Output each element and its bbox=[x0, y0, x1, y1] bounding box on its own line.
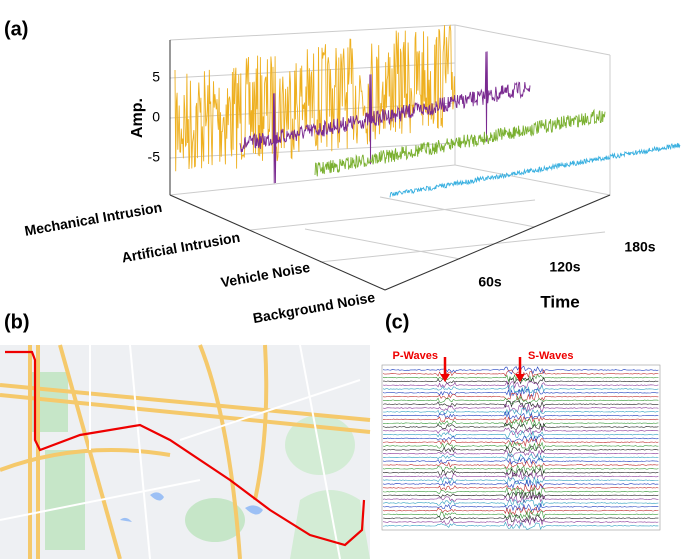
trace bbox=[382, 457, 659, 465]
panel-label: (c) bbox=[385, 311, 409, 333]
trace bbox=[382, 498, 659, 508]
category-axis bbox=[169, 194, 386, 291]
trace bbox=[314, 108, 606, 177]
trace bbox=[382, 434, 659, 444]
trace bbox=[383, 376, 659, 386]
category-label: Background Noise bbox=[252, 289, 377, 326]
trace bbox=[382, 506, 659, 516]
time-axis bbox=[384, 194, 611, 291]
y-tick-label: -5 bbox=[148, 149, 161, 165]
trace bbox=[382, 441, 659, 451]
trace bbox=[382, 448, 659, 459]
trace bbox=[383, 460, 659, 470]
trace bbox=[382, 392, 659, 401]
trace bbox=[382, 384, 659, 394]
category-label: Artificial Intrusion bbox=[120, 229, 241, 266]
y-axis-label: Amp. bbox=[129, 98, 146, 138]
trace bbox=[382, 464, 659, 474]
trace bbox=[382, 510, 659, 520]
trace bbox=[239, 51, 531, 184]
trace bbox=[382, 479, 659, 489]
trace bbox=[382, 490, 659, 500]
trace bbox=[382, 502, 659, 512]
annotation: P-Waves bbox=[393, 350, 438, 362]
panel-label: (a) bbox=[4, 18, 28, 40]
trace bbox=[382, 517, 659, 527]
y-tick-label: 0 bbox=[152, 109, 160, 125]
trace bbox=[382, 400, 659, 409]
x-axis-label: Time bbox=[540, 292, 579, 311]
trace bbox=[382, 418, 659, 429]
map bbox=[0, 344, 371, 559]
y-tick-label: 5 bbox=[152, 69, 160, 85]
trace bbox=[382, 521, 659, 531]
trace bbox=[389, 142, 681, 198]
trace bbox=[382, 422, 659, 432]
trace bbox=[174, 24, 456, 172]
x-tick-label: 60s bbox=[478, 274, 502, 290]
trace bbox=[382, 380, 659, 390]
trace bbox=[382, 426, 659, 436]
trace bbox=[382, 437, 659, 448]
trace bbox=[382, 430, 659, 440]
annotation: S-Waves bbox=[528, 350, 573, 362]
trace bbox=[382, 414, 659, 424]
trace bbox=[382, 471, 659, 481]
trace bbox=[382, 486, 659, 497]
x-tick-label: 120s bbox=[549, 259, 580, 275]
trace bbox=[382, 475, 659, 485]
panel-label: (b) bbox=[4, 311, 30, 333]
trace bbox=[382, 483, 659, 492]
trace bbox=[382, 407, 659, 417]
trace bbox=[382, 388, 659, 397]
axes-3d bbox=[169, 24, 611, 291]
trace bbox=[382, 452, 659, 463]
trace bbox=[382, 445, 659, 454]
trace bbox=[382, 395, 659, 405]
waveforms bbox=[174, 24, 681, 198]
trace bbox=[382, 403, 659, 413]
seismic-plot bbox=[381, 357, 661, 531]
x-tick-label: 180s bbox=[624, 239, 655, 255]
category-label: Mechanical Intrusion bbox=[23, 199, 163, 239]
category-label: Vehicle Noise bbox=[219, 259, 311, 290]
trace bbox=[382, 513, 659, 523]
